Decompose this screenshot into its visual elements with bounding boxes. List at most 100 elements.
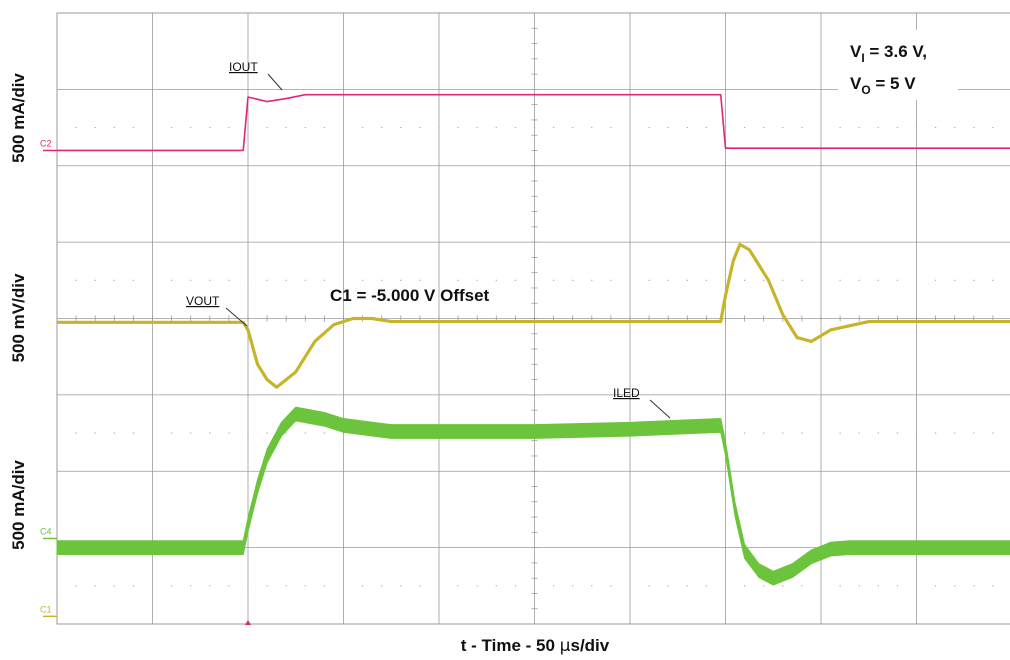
grid-dot [934,432,937,434]
grid-dot [476,279,478,282]
grid-dot [896,432,899,434]
grid-dot [782,585,784,587]
grid-dot [992,585,994,587]
grid-dot [285,585,287,587]
grid-dot [705,126,708,129]
channel-label-c4: C4 [40,526,52,536]
trace-iled [56,406,1010,586]
x-axis-label: t - Time - 50 μs/div [461,636,610,656]
y-axis-label-iled: 500 mA/div [9,460,28,550]
grid-dot [533,126,536,129]
grid-dot [495,126,497,129]
condition-vi: VI = 3.6 V, [850,42,927,65]
grid-dot [247,585,249,587]
y-axis-label-vout: 500 mV/div [9,273,28,362]
grid-dot [877,432,879,434]
trace-vout [57,242,1010,389]
grid-dot [209,126,211,129]
grid-dot [992,279,994,282]
grid-dot [170,432,173,434]
grid-dot [915,279,918,282]
channel-label-c2: C2 [40,138,52,148]
grid-dot [973,432,975,434]
grid-dot [743,432,746,434]
grid-dot [381,585,383,587]
grid-dot [495,279,497,282]
grid-dot [743,279,746,282]
grid-dot [285,432,287,434]
grid-dot [247,279,249,282]
grid-dot [686,126,688,129]
grid-dot [342,585,345,587]
grid-dot [648,126,650,129]
grid-dot [667,279,669,282]
grid-dot [858,279,860,282]
grid-dot [820,432,822,434]
grid-dot [438,279,440,282]
grid-dot [877,585,879,587]
grid-dot [495,585,497,587]
grid-dot [190,126,192,129]
grid-dot [552,585,555,587]
grid-dot [629,279,631,282]
grid-dot [457,126,459,129]
grid-dot [151,432,154,434]
annotation-iled: ILED [613,386,671,419]
grid-dot [648,585,650,587]
offset-note: C1 = -5.000 V Offset [330,286,490,305]
grid-dot [610,279,612,282]
grid-dot [361,585,364,587]
grid-dot [954,279,956,282]
grid-dot [419,126,421,129]
grid-dot [304,279,306,282]
grid-dot [361,126,364,129]
grid-dot [915,126,918,129]
annotation-vout: VOUT [186,294,248,327]
grid-dot [763,279,765,282]
grid-dot [323,126,326,129]
grid-dot [782,279,784,282]
grid-dot [954,432,956,434]
grid-dot [400,279,402,282]
grid-dot [209,432,211,434]
grid-dot [400,585,402,587]
waveforms [56,93,1010,586]
condition-vo: VO = 5 V [850,74,916,97]
grid-dot [132,126,135,129]
grid-dot [572,126,574,129]
graticule [56,12,1010,625]
grid-dot [151,585,154,587]
grid-dot [170,126,173,129]
grid-dot [209,585,211,587]
grid-dot [75,585,77,587]
grid-dot [896,585,899,587]
grid-dot [724,126,727,129]
grid-dot [419,279,421,282]
grid-dot [724,432,727,434]
grid-dot [801,279,803,282]
grid-dot [247,126,249,129]
grid-dot [820,126,822,129]
grid-dot [323,432,326,434]
grid-dot [266,279,268,282]
grid-dot [954,585,956,587]
vout-label: VOUT [186,294,220,308]
grid-dot [973,279,975,282]
grid-dot [877,279,879,282]
grid-dot [94,279,96,282]
grid-dot [514,279,517,282]
grid-dot [381,279,383,282]
grid-dot [285,126,287,129]
grid-dot [954,126,956,129]
channel-markers: C2 C1 C4 [40,138,251,625]
grid-dot [591,585,593,587]
grid-dot [724,279,727,282]
grid-dot [190,432,192,434]
grid-dot [801,432,803,434]
grid-dot [839,279,841,282]
grid-dot [457,279,459,282]
grid-dot [361,279,364,282]
grid-dot [629,585,631,587]
grid-dot [94,432,96,434]
